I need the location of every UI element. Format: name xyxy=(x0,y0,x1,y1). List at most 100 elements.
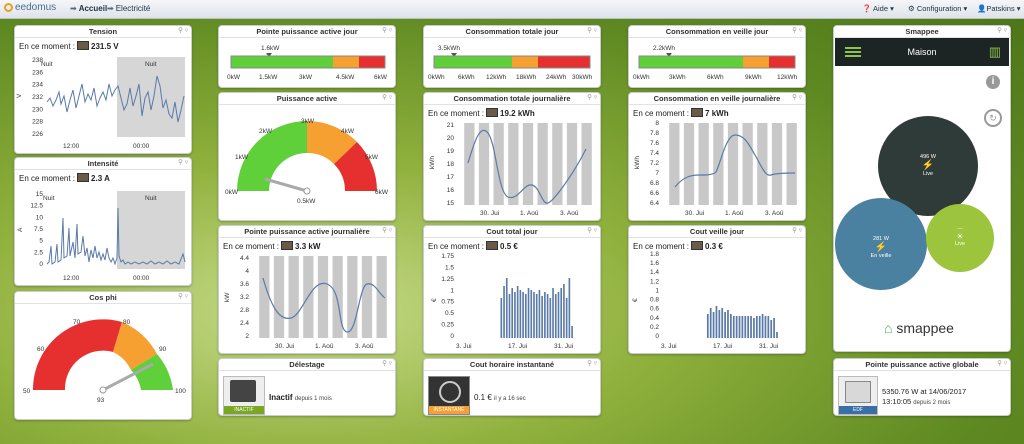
panel-tools-icon[interactable]: ⚲ ▿ xyxy=(997,27,1007,34)
panel-tools-icon[interactable]: ⚲ ▿ xyxy=(382,94,392,101)
panel-conso-veille-jour: Consommation en veille jour ⚲ ▿ 2.2kWh 0… xyxy=(628,25,806,88)
veille-bubble[interactable]: 281 W ⚡ En veille xyxy=(835,198,927,290)
cost-bar xyxy=(709,308,712,338)
delestage-device-image[interactable]: INACTIF xyxy=(223,376,265,415)
edf-meter-image[interactable]: EDF xyxy=(838,376,878,415)
meter-icon xyxy=(691,108,704,117)
panel-title: Puissance active xyxy=(219,93,395,105)
delestage-status: Inactif depuis 1 mois xyxy=(269,393,332,402)
menu-configuration[interactable]: ⚙ Configuration ▾ xyxy=(908,4,968,13)
gauge-tick: 50 xyxy=(23,388,31,395)
eedomus-logo[interactable]: eedomus xyxy=(4,2,56,13)
x-tick: 12:00 xyxy=(63,275,80,282)
panel-tools-icon[interactable]: ⚲ ▿ xyxy=(587,27,597,34)
cost-bar xyxy=(554,294,557,338)
panel-tools-icon[interactable]: ⚲ ▿ xyxy=(792,227,802,234)
arrow-right-icon: ➡ xyxy=(107,4,114,13)
panel-title: Pointe puissance active journalière xyxy=(219,226,395,238)
panel-tools-icon[interactable]: ⚲ ▿ xyxy=(382,27,392,34)
smappee-app-title: Maison xyxy=(907,47,937,57)
cost-bar xyxy=(500,298,503,338)
panel-tools-icon[interactable]: ⚲ ▿ xyxy=(792,27,802,34)
gauge-tick: 2kW xyxy=(259,128,273,135)
menu-aide[interactable]: ❓ Aide ▾ xyxy=(862,4,894,13)
cost-bar xyxy=(764,316,767,338)
current-value: En ce moment :2.3 A xyxy=(19,173,110,183)
y-tick: 0.2 xyxy=(650,324,659,331)
x-tick: 30. Jui xyxy=(480,210,499,217)
meter-icon xyxy=(691,241,704,250)
cost-bar xyxy=(571,326,573,338)
day-band xyxy=(566,123,578,205)
y-tick: 230 xyxy=(32,106,43,113)
marker-pointer xyxy=(266,53,272,57)
panel-tools-icon[interactable]: ⚲ ▿ xyxy=(178,159,188,166)
panel-smappee: Smappee ⚲ ▿ Maison ▥ i ↻ 496 W ⚡ Live 28… xyxy=(833,25,1011,352)
marker-pointer xyxy=(666,53,672,57)
panel-tools-icon[interactable]: ⚲ ▿ xyxy=(997,360,1007,367)
panel-tools-icon[interactable]: ⚲ ▿ xyxy=(178,293,188,300)
y-tick: 18 xyxy=(447,161,455,168)
panel-tools-icon[interactable]: ⚲ ▿ xyxy=(382,360,392,367)
panel-tools-icon[interactable]: ⚲ ▿ xyxy=(382,227,392,234)
conso-veille-journaliere-chart: 8 7.8 7.6 7.4 7.2 7 6.8 6.6 6.4 kWh 30. Jui 1. A… xyxy=(634,120,797,217)
cost-bar xyxy=(738,316,741,338)
gauge-value: 0.5kW xyxy=(297,198,316,205)
y-tick: 7 xyxy=(655,170,659,177)
bar-tick: 6kW xyxy=(374,74,388,81)
panel-title: Pointe puissance active jour xyxy=(219,26,395,38)
status-badge: EDF xyxy=(839,406,877,414)
gauge-value: 93 xyxy=(97,397,105,404)
pointe-journaliere-series xyxy=(262,277,386,333)
cost-bar xyxy=(750,316,752,338)
y-tick: 0 xyxy=(450,333,454,340)
night-band xyxy=(117,57,185,137)
cost-bar xyxy=(715,306,718,338)
cout-horaire-image[interactable]: INSTANTANE xyxy=(428,376,470,415)
panel-cout-veille-jour: Cout veille jour ⚲ ▿ En ce moment :0.3 €… xyxy=(628,225,806,354)
info-icon[interactable]: i xyxy=(986,75,1000,89)
x-tick: 30. Jui xyxy=(685,210,704,217)
gauge-tick: 70 xyxy=(73,319,81,326)
y-tick: 0 xyxy=(655,333,659,340)
y-tick: 2.4 xyxy=(240,320,249,327)
y-tick: 0.5 xyxy=(445,310,454,317)
day-band xyxy=(259,256,270,338)
cout-horaire-value: 0.1 € il y a 16 sec xyxy=(474,393,526,402)
gauge-green-zone xyxy=(237,121,307,191)
cost-bar xyxy=(735,316,738,338)
gauge-tick: 6kW xyxy=(375,189,389,196)
day-band xyxy=(771,123,783,205)
x-tick: 1. Aoû xyxy=(315,343,334,350)
panel-conso-totale-journaliere: Consommation totale journalière ⚲ ▿ En c… xyxy=(423,92,601,221)
panel-tools-icon[interactable]: ⚲ ▿ xyxy=(587,360,597,367)
panel-tools-icon[interactable]: ⚲ ▿ xyxy=(587,227,597,234)
y-tick: 15 xyxy=(447,200,455,207)
meter-icon xyxy=(281,241,294,250)
tension-series xyxy=(46,75,185,123)
y-tick: 0 xyxy=(39,261,43,268)
y-tick: 1.25 xyxy=(441,276,454,283)
refresh-icon[interactable]: ↻ xyxy=(984,109,1002,127)
menu-user[interactable]: 👤Patskins ▾ xyxy=(977,4,1021,13)
panel-tools-icon[interactable]: ⚲ ▿ xyxy=(178,27,188,34)
breadcrumb-electricite[interactable]: ➡ Electricité xyxy=(107,4,151,13)
panel-delestage: Délestage ⚲ ▿ INACTIF Inactif depuis 1 m… xyxy=(218,358,396,416)
hamburger-menu-icon[interactable] xyxy=(845,47,861,57)
panel-tools-icon[interactable]: ⚲ ▿ xyxy=(587,94,597,101)
gauge-tick: 90 xyxy=(159,346,167,353)
chart-icon[interactable]: ▥ xyxy=(988,44,1001,59)
x-tick: 00:00 xyxy=(133,275,150,282)
current-value: En ce moment :19.2 kWh xyxy=(428,108,535,118)
bar-red xyxy=(769,56,795,68)
device-icon xyxy=(230,380,256,402)
bar-red xyxy=(359,56,385,68)
panel-tools-icon[interactable]: ⚲ ▿ xyxy=(792,94,802,101)
breadcrumb-home[interactable]: ➡ Accueil xyxy=(70,4,108,13)
solar-bubble[interactable]: — ☀ Live xyxy=(926,204,994,272)
bar-green xyxy=(434,56,512,68)
panel-pointe-journaliere: Pointe puissance active journalière ⚲ ▿ … xyxy=(218,225,396,354)
y-tick: 1 xyxy=(655,287,659,294)
bar-tick: 3kWh xyxy=(669,74,686,81)
bar-tick: 0kWh xyxy=(428,74,445,81)
